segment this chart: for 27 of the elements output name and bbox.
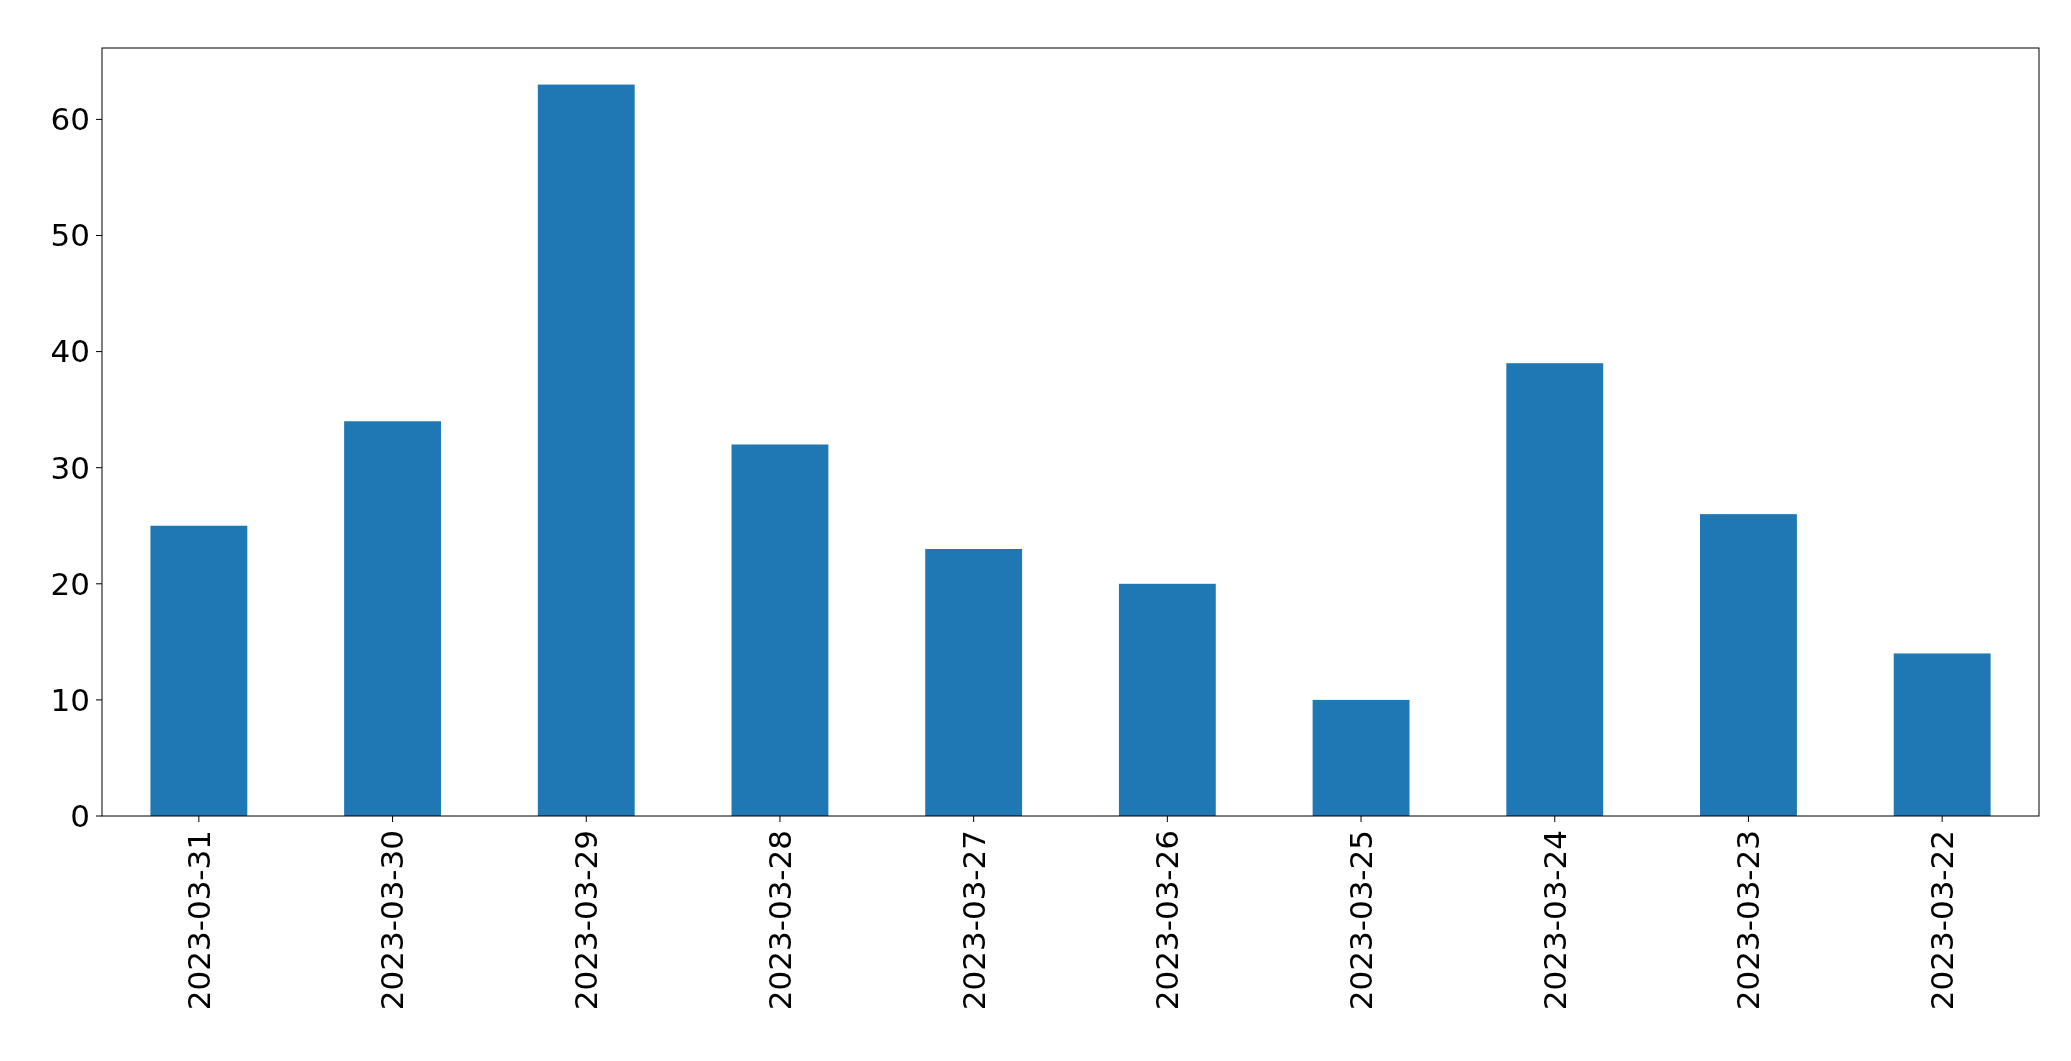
bar bbox=[1893, 653, 1991, 816]
x-tick-label: 2023-03-23 bbox=[1730, 830, 1767, 1011]
x-tick-label: 2023-03-25 bbox=[1342, 830, 1379, 1011]
bar bbox=[150, 525, 248, 816]
x-tick-label: 2023-03-28 bbox=[761, 830, 798, 1011]
y-tick-label: 0 bbox=[70, 797, 90, 834]
x-tick-label: 2023-03-30 bbox=[374, 830, 411, 1011]
x-tick-label: 2023-03-24 bbox=[1536, 830, 1573, 1011]
y-tick-label: 20 bbox=[50, 565, 90, 602]
x-tick-label: 2023-03-26 bbox=[1149, 830, 1186, 1011]
y-tick-label: 60 bbox=[50, 101, 90, 138]
bar bbox=[537, 84, 635, 816]
bar bbox=[344, 421, 441, 816]
y-tick-label: 40 bbox=[50, 333, 90, 370]
y-tick-label: 10 bbox=[50, 681, 90, 718]
bar bbox=[925, 548, 1023, 816]
bar bbox=[1506, 363, 1604, 816]
bar bbox=[731, 444, 829, 816]
y-tick-label: 30 bbox=[50, 449, 90, 486]
x-tick-label: 2023-03-27 bbox=[955, 830, 992, 1011]
x-tick-label: 2023-03-22 bbox=[1924, 830, 1960, 1011]
x-tick-label: 2023-03-29 bbox=[568, 830, 605, 1011]
y-tick-label: 50 bbox=[50, 217, 90, 254]
bar bbox=[1312, 699, 1410, 816]
x-tick-label: 2023-03-31 bbox=[180, 830, 217, 1011]
bar bbox=[1118, 583, 1216, 816]
bar bbox=[1700, 514, 1797, 816]
